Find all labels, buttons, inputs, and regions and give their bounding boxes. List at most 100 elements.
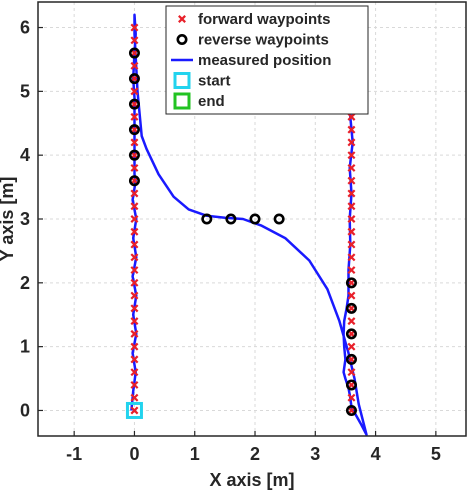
forward-waypoint-marker (130, 23, 139, 32)
forward-waypoint-marker (130, 304, 139, 313)
forward-waypoint-marker (347, 380, 356, 389)
forward-waypoint-marker (347, 406, 356, 415)
reverse-waypoint-marker (128, 98, 140, 110)
reverse-waypoint-marker (128, 47, 140, 59)
legend-label: forward waypoints (198, 11, 331, 28)
legend-item: reverse waypoints (176, 32, 329, 49)
forward-waypoint-marker (347, 163, 356, 172)
forward-waypoint-marker (130, 87, 139, 96)
legend-item: measured position (171, 52, 331, 69)
forward-waypoint-marker (130, 215, 139, 223)
forward-waypoint-marker (130, 100, 139, 109)
forward-waypoint-marker (130, 36, 139, 45)
reverse-waypoint-marker (128, 73, 140, 85)
reverse-waypoint-marker (345, 404, 357, 416)
forward-waypoint-marker (347, 266, 356, 275)
reverse-waypoint-marker (345, 277, 357, 289)
forward-waypoint-marker (130, 125, 139, 134)
forward-waypoint-marker (347, 342, 356, 351)
reverse-waypoint-marker (128, 124, 140, 136)
x-tick-label: 4 (371, 444, 381, 464)
legend-item: forward waypoints (178, 11, 331, 28)
forward-waypoint-marker (130, 406, 139, 415)
x-tick-label: 0 (129, 444, 139, 464)
forward-waypoint-marker (347, 189, 356, 198)
forward-waypoint-marker (347, 393, 356, 402)
x-tick-label: 1 (190, 444, 200, 464)
forward-waypoint-marker (130, 176, 139, 185)
x-tick-label: 2 (250, 444, 260, 464)
forward-waypoint-marker (130, 163, 139, 172)
forward-waypoint-marker (347, 355, 356, 364)
forward-waypoint-marker (347, 291, 356, 300)
legend-forward-marker (178, 15, 186, 23)
y-tick-label: 4 (20, 145, 30, 165)
start-marker (125, 401, 143, 419)
forward-waypoint-marker (130, 380, 139, 389)
forward-waypoint-marker (130, 266, 139, 275)
y-tick-label: 0 (20, 400, 30, 420)
forward-waypoint-marker (130, 189, 139, 198)
reverse-waypoint-marker (345, 379, 357, 391)
forward-waypoint-marker (347, 202, 356, 211)
reverse-waypoint-marker (345, 302, 357, 314)
forward-waypoint-marker (347, 227, 356, 236)
legend-label: end (198, 93, 225, 110)
reverse-waypoint-marker (128, 149, 140, 161)
x-tick-label: 3 (310, 444, 320, 464)
forward-waypoint-marker (130, 227, 139, 236)
forward-waypoint-marker (347, 112, 356, 121)
forward-waypoint-marker (130, 291, 139, 300)
x-axis-label: X axis [m] (209, 470, 294, 490)
forward-waypoint-marker (347, 253, 356, 262)
legend-reverse-marker (176, 33, 188, 45)
legend-square-marker (173, 92, 191, 110)
forward-waypoint-marker (347, 176, 356, 185)
forward-waypoint-marker (130, 393, 139, 402)
y-ticks: 0 1 2 3 4 5 6 (20, 18, 43, 420)
legend-item: start (173, 72, 231, 90)
y-tick-label: 6 (20, 18, 30, 38)
forward-waypoint-marker (130, 151, 139, 160)
legend-label: start (198, 73, 231, 90)
legend-square-marker (173, 72, 191, 89)
forward-waypoint-marker (130, 240, 139, 249)
legend-label: measured position (198, 52, 331, 69)
reverse-waypoint-marker (345, 353, 357, 365)
x-tick-label: 5 (431, 444, 441, 464)
legend: forward waypoints reverse waypoints measur… (165, 5, 369, 115)
forward-waypoint-marker (347, 125, 356, 134)
forward-waypoint-marker (130, 355, 139, 364)
y-axis-label: Y axis [m] (0, 177, 17, 262)
x-tick-label: -1 (66, 444, 82, 464)
forward-waypoint-marker (130, 317, 139, 326)
forward-waypoint-marker (347, 151, 356, 160)
y-tick-label: 2 (20, 273, 30, 293)
forward-waypoint-marker (347, 278, 356, 287)
forward-waypoint-marker (130, 202, 139, 211)
forward-waypoint-marker (130, 112, 139, 121)
forward-waypoint-marker (347, 368, 356, 377)
forward-waypoint-marker (347, 317, 356, 326)
legend-items: forward waypoints reverse waypoints measur… (171, 11, 331, 110)
reverse-waypoint-marker (249, 213, 261, 225)
reverse-waypoint-marker (345, 328, 357, 340)
y-tick-label: 3 (20, 209, 30, 229)
reverse-waypoint-marker (128, 175, 140, 187)
legend-label: reverse waypoints (198, 32, 329, 49)
forward-waypoint-marker (347, 240, 356, 249)
forward-waypoint-marker (130, 138, 139, 147)
reverse-waypoint-marker (201, 213, 213, 225)
x-ticks: -1 0 1 2 3 4 5 (66, 431, 441, 464)
forward-waypoint-marker (130, 61, 139, 70)
legend-item: end (173, 92, 225, 110)
forward-waypoint-marker (347, 329, 356, 338)
forward-waypoint-marker (130, 278, 139, 287)
forward-waypoint-marker (130, 342, 139, 351)
forward-waypoint-marker (130, 49, 139, 58)
legend-box (165, 5, 369, 115)
forward-waypoint-marker (130, 368, 139, 377)
y-tick-label: 1 (20, 337, 30, 357)
forward-waypoint-marker (347, 138, 356, 147)
